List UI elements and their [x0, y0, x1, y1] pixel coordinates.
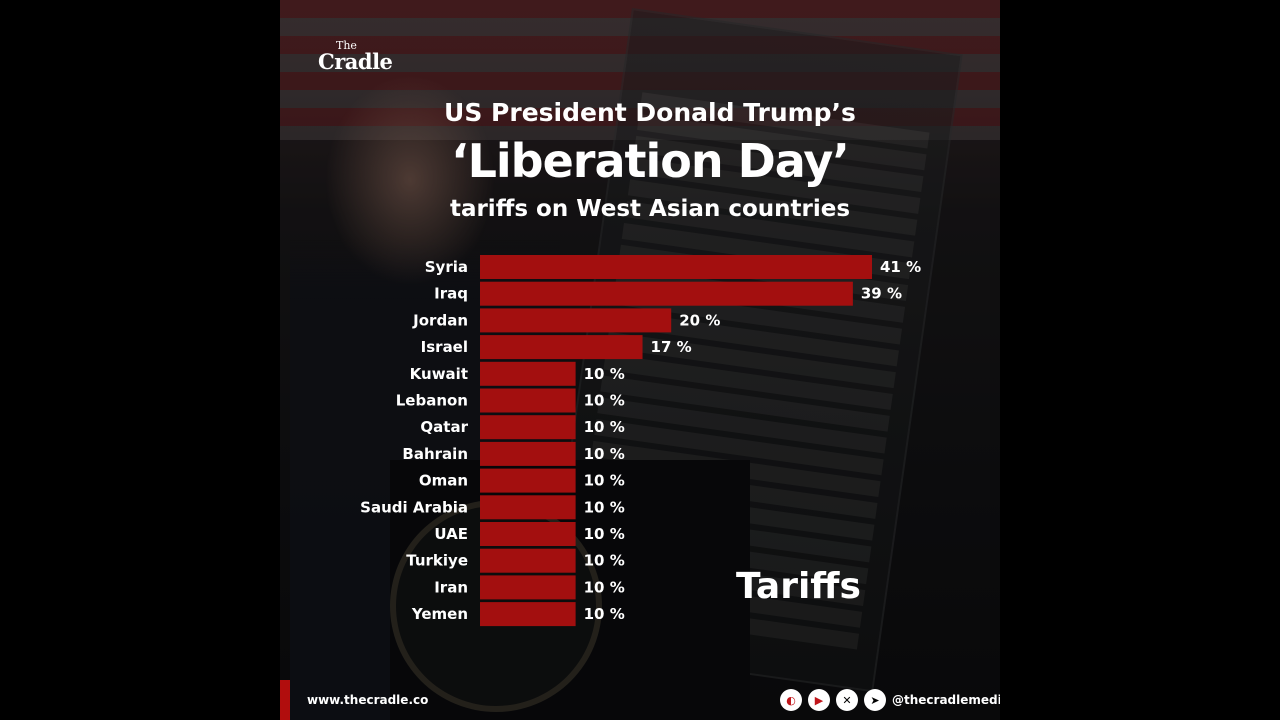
- category-label: Israel: [421, 338, 468, 356]
- value-label: 17 %: [651, 338, 692, 356]
- value-label: 10 %: [584, 472, 625, 490]
- value-label: 39 %: [861, 285, 902, 303]
- bar-uae: [480, 522, 576, 546]
- value-label: 10 %: [584, 578, 625, 596]
- title-line-3: tariffs on West Asian countries: [449, 196, 851, 222]
- category-label: Yemen: [411, 605, 468, 623]
- category-label: Iran: [434, 578, 468, 596]
- bar-oman: [480, 468, 576, 493]
- website-link[interactable]: www.thecradle.co: [307, 693, 429, 707]
- footer-accent-bar: [280, 680, 290, 720]
- category-label: Jordan: [412, 311, 468, 329]
- category-label: Iraq: [434, 285, 468, 303]
- category-label: Lebanon: [396, 392, 468, 410]
- category-label: Kuwait: [410, 365, 468, 383]
- category-label: UAE: [434, 525, 468, 543]
- category-label: Turkiye: [406, 552, 468, 570]
- bar-yemen: [480, 602, 576, 627]
- bar-lebanon: [480, 388, 576, 413]
- social-handle[interactable]: @thecradlemedia: [892, 693, 1000, 707]
- bar-iran: [480, 575, 576, 600]
- value-label: 10 %: [584, 392, 625, 410]
- youtube-icon[interactable]: ▶: [808, 689, 830, 711]
- tariff-bar-chart: Syria 41 % Iraq 39 % Jordan 20 % Israel 17 % Kuw…: [360, 255, 921, 627]
- value-label: 10 %: [584, 365, 625, 383]
- brand-logo: The Cradle: [318, 39, 393, 74]
- logo-the: The: [336, 39, 357, 52]
- category-label: Saudi Arabia: [360, 498, 468, 516]
- dark-overlay: [280, 0, 1000, 720]
- left-letterbox: [0, 0, 280, 720]
- category-label: Qatar: [420, 418, 468, 436]
- bar-kuwait: [480, 361, 576, 386]
- telegram-icon[interactable]: ➤: [864, 689, 886, 711]
- bar-turkiye: [480, 548, 576, 573]
- value-label: 10 %: [584, 605, 625, 623]
- category-label: Bahrain: [402, 445, 468, 463]
- social-icons: ◐ ▶ ✕ ➤: [780, 689, 886, 711]
- bar-saudi-arabia: [480, 495, 576, 520]
- bar-qatar: [480, 415, 576, 440]
- value-label: 10 %: [584, 498, 625, 516]
- value-label: 10 %: [584, 445, 625, 463]
- title-line-2: ‘Liberation Day’: [451, 134, 850, 188]
- chart-label-tariffs: Tariffs: [736, 566, 861, 607]
- bar-jordan: [480, 308, 672, 333]
- title-line-1: US President Donald Trump’s: [444, 98, 856, 127]
- bar-bahrain: [480, 441, 576, 466]
- bar-israel: [480, 335, 643, 360]
- category-label: Syria: [425, 258, 468, 276]
- logo-name: Cradle: [318, 49, 393, 74]
- infographic-card: The Cradle US President Donald Trump’s ‘…: [280, 0, 1000, 720]
- x-icon[interactable]: ✕: [836, 689, 858, 711]
- bar-iraq: [480, 281, 853, 306]
- value-label: 10 %: [584, 525, 625, 543]
- bar-syria: [480, 255, 872, 279]
- category-label: Oman: [419, 472, 468, 490]
- value-label: 10 %: [584, 418, 625, 436]
- value-label: 20 %: [679, 311, 720, 329]
- right-letterbox: [1000, 0, 1280, 720]
- value-label: 41 %: [880, 258, 921, 276]
- cradle-icon[interactable]: ◐: [780, 689, 802, 711]
- value-label: 10 %: [584, 552, 625, 570]
